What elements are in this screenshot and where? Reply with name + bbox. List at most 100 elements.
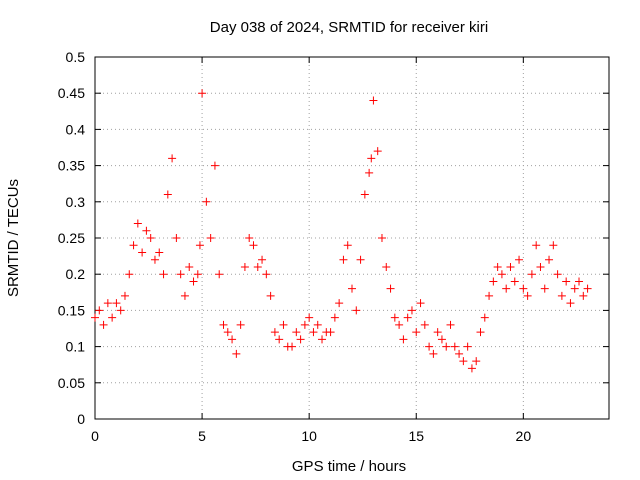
- data-point: [352, 306, 361, 315]
- x-tick-label: 20: [516, 428, 532, 444]
- data-point: [159, 270, 168, 279]
- data-point: [390, 313, 399, 322]
- y-tick-label: 0.15: [58, 302, 85, 318]
- x-tick-label: 5: [198, 428, 206, 444]
- data-point: [476, 328, 485, 337]
- data-point: [150, 255, 159, 264]
- data-point: [180, 291, 189, 300]
- data-point: [330, 313, 339, 322]
- data-point: [300, 320, 309, 329]
- data-point: [367, 154, 376, 163]
- data-point: [472, 357, 481, 366]
- data-point: [540, 284, 549, 293]
- data-point: [168, 154, 177, 163]
- data-point: [292, 328, 301, 337]
- data-point: [446, 320, 455, 329]
- data-point: [557, 291, 566, 300]
- data-point: [215, 270, 224, 279]
- chart-title: Day 038 of 2024, SRMTID for receiver kir…: [210, 19, 488, 36]
- data-point: [91, 313, 99, 322]
- data-point: [386, 284, 395, 293]
- data-points: [91, 89, 592, 373]
- data-point: [172, 234, 181, 242]
- axis-ticks: 0 0.05 0.1 0.15 0.2 0.25 0.3 0.35 0.4 0.45 0.5 0 5 10…: [58, 49, 609, 444]
- data-point: [335, 299, 344, 308]
- data-point: [420, 320, 429, 329]
- data-point: [313, 320, 322, 329]
- data-point: [377, 234, 386, 242]
- data-point: [579, 291, 588, 300]
- data-point: [536, 262, 545, 271]
- data-point: [433, 328, 442, 337]
- data-point: [553, 270, 562, 279]
- data-point: [416, 299, 425, 308]
- data-point: [343, 241, 352, 250]
- data-point: [133, 219, 142, 228]
- y-tick-label: 0.2: [66, 266, 86, 282]
- data-point: [99, 320, 108, 329]
- data-point: [108, 313, 117, 322]
- data-point: [258, 255, 267, 264]
- y-tick-label: 0.45: [58, 85, 85, 101]
- data-point: [360, 190, 369, 199]
- data-point: [365, 168, 374, 177]
- data-point: [403, 313, 412, 322]
- x-tick-label: 10: [301, 428, 317, 444]
- data-point: [519, 284, 528, 293]
- data-point: [339, 255, 348, 264]
- data-point: [219, 320, 228, 329]
- data-point: [437, 335, 446, 344]
- x-tick-label: 0: [91, 428, 99, 444]
- data-point: [566, 299, 575, 308]
- y-tick-label: 0.25: [58, 230, 85, 246]
- data-point: [193, 270, 202, 279]
- data-point: [545, 255, 554, 264]
- data-point: [480, 313, 489, 322]
- data-point: [253, 262, 262, 271]
- data-point: [412, 328, 421, 337]
- data-point: [195, 241, 204, 250]
- data-point: [506, 262, 515, 271]
- data-point: [493, 262, 502, 271]
- data-point: [309, 328, 318, 337]
- data-point: [305, 313, 314, 322]
- data-point: [262, 270, 271, 279]
- data-point: [583, 284, 592, 293]
- data-point: [266, 291, 275, 300]
- data-point: [429, 349, 438, 358]
- y-tick-label: 0.3: [66, 194, 86, 210]
- y-tick-label: 0.1: [66, 339, 86, 355]
- data-point: [185, 262, 194, 271]
- data-point: [279, 320, 288, 329]
- data-point: [202, 197, 211, 206]
- data-point: [562, 277, 571, 286]
- data-point: [120, 291, 129, 300]
- grid: [95, 57, 609, 419]
- data-point: [356, 255, 365, 264]
- data-point: [450, 342, 459, 351]
- data-point: [442, 342, 451, 351]
- data-point: [245, 234, 254, 242]
- data-point: [163, 190, 172, 199]
- x-tick-label: 15: [408, 428, 424, 444]
- data-point: [125, 270, 134, 279]
- data-point: [270, 328, 279, 337]
- data-point: [515, 255, 524, 264]
- data-point: [532, 241, 541, 250]
- data-point: [138, 248, 147, 257]
- data-point: [527, 270, 536, 279]
- data-point: [459, 357, 468, 366]
- data-point: [176, 270, 185, 279]
- data-point: [570, 284, 579, 293]
- data-point: [288, 342, 297, 351]
- data-point: [373, 147, 382, 156]
- data-point: [236, 320, 245, 329]
- data-point: [502, 284, 511, 293]
- data-point: [95, 306, 104, 315]
- data-point: [549, 241, 558, 250]
- y-tick-label: 0.35: [58, 158, 85, 174]
- data-point: [425, 342, 434, 351]
- data-point: [189, 277, 198, 286]
- data-point: [489, 277, 498, 286]
